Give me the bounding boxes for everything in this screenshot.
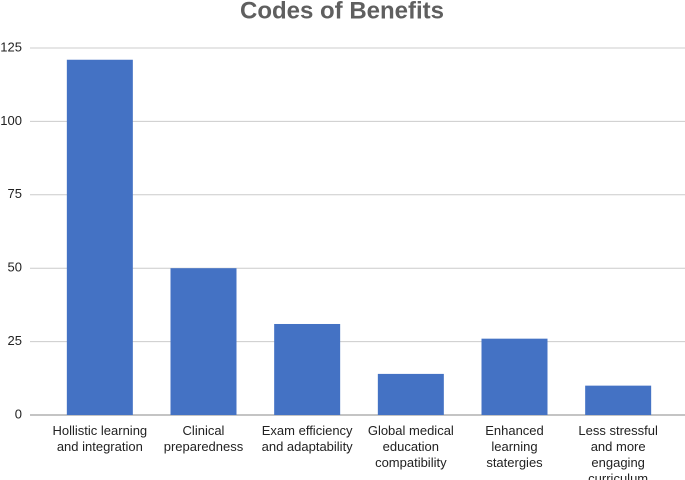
y-tick-label: 100 [0,113,22,128]
bar [585,385,652,415]
bar [481,338,548,415]
chart-title: Codes of Benefits [240,0,444,24]
y-tick-label: 0 [15,406,22,421]
bar [170,268,237,415]
x-tick-label: Enhanced learning statergies [485,423,544,470]
x-tick-label: Global medical education compatibility [367,423,454,470]
y-tick-label: 50 [8,260,22,275]
x-tick-label: Hollistic learning and integration [52,423,148,454]
x-tick-label: Less stressful and more engaging curricu… [578,423,658,480]
y-tick-label: 75 [8,186,22,201]
y-tick-label: 25 [8,333,22,348]
bar [66,59,133,416]
y-tick-label: 125 [0,39,22,54]
bar [377,373,444,415]
x-tick-label: Clinical preparedness [163,423,244,454]
x-tick-label: Exam efficiency and adaptability [261,423,353,454]
bar [274,323,341,415]
